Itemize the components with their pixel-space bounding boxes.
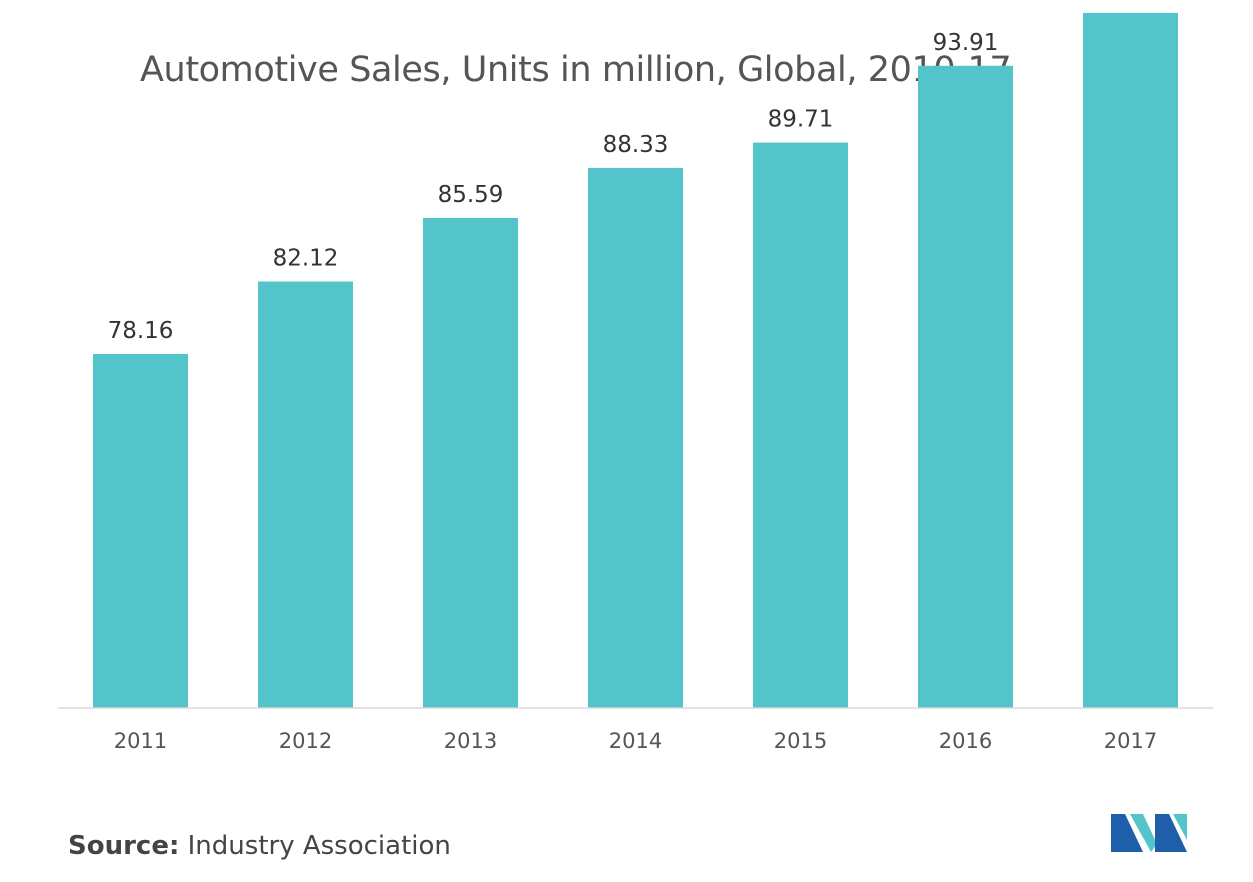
bar-2017	[1083, 12, 1178, 708]
value-labels-group: 78.16 82.12 85.59 88.33 89.71 93.91 96.8	[108, 0, 1157, 344]
value-label-2015: 89.71	[768, 107, 834, 133]
logo-shape-mid	[1130, 814, 1157, 852]
chart-title: Automotive Sales, Units in million, Glob…	[140, 50, 1012, 90]
category-label-2012: 2012	[279, 729, 332, 753]
category-label-2017: 2017	[1104, 729, 1157, 753]
value-label-2012: 82.12	[273, 246, 339, 272]
bar-2012	[258, 281, 353, 708]
source-text: Industry Association	[179, 831, 451, 861]
value-label-2014: 88.33	[603, 132, 669, 158]
bar-2014	[588, 167, 683, 708]
value-label-2011: 78.16	[108, 318, 174, 344]
source-label: Source:	[68, 831, 180, 861]
logo-shape-far-right	[1173, 814, 1187, 840]
bar-2013	[423, 218, 518, 708]
bar-2011	[93, 354, 188, 708]
mordor-intelligence-logo-icon	[1111, 814, 1187, 852]
category-label-2016: 2016	[939, 729, 992, 753]
bars-group	[93, 12, 1178, 709]
value-label-2013: 85.59	[438, 182, 504, 208]
source-line: Source: Industry Association	[68, 831, 451, 861]
value-label-2016: 93.91	[933, 30, 999, 56]
logo-shape-right	[1155, 814, 1187, 852]
bar-2015	[753, 142, 848, 709]
category-label-2014: 2014	[609, 729, 662, 753]
category-label-2011: 2011	[114, 729, 167, 753]
bar-2016	[918, 65, 1013, 709]
category-label-2015: 2015	[774, 729, 827, 753]
category-labels-group: 2011 2012 2013 2014 2015 2016 2017	[114, 729, 1157, 753]
logo-shape-left	[1111, 814, 1143, 852]
category-label-2013: 2013	[444, 729, 497, 753]
value-label-2017: 96.8	[1105, 0, 1156, 3]
